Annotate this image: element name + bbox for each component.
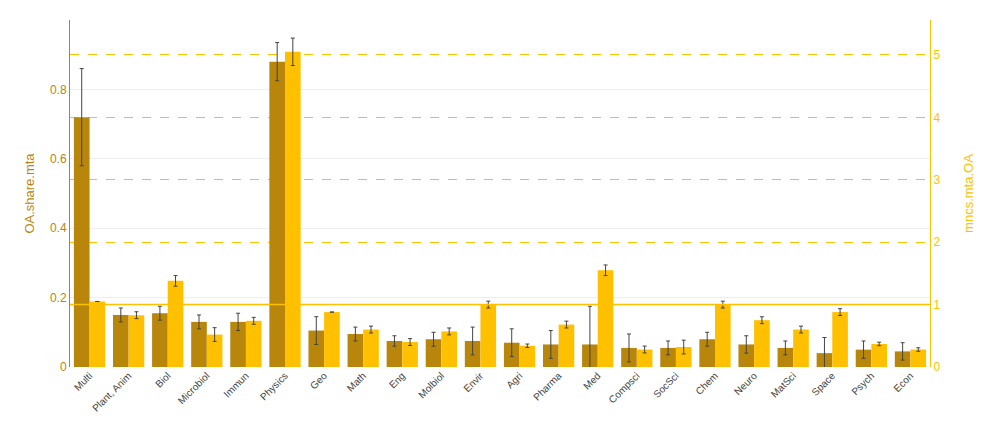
svg-text:2: 2 xyxy=(933,235,940,249)
svg-text:Plant, Anim: Plant, Anim xyxy=(90,370,134,414)
svg-text:3: 3 xyxy=(933,173,940,187)
svg-text:0.2: 0.2 xyxy=(50,291,67,305)
svg-text:Microbiol: Microbiol xyxy=(176,370,212,406)
svg-text:mncs.mta.OA: mncs.mta.OA xyxy=(961,154,976,233)
svg-text:Molbiol: Molbiol xyxy=(416,370,446,400)
svg-text:Neuro: Neuro xyxy=(732,370,759,397)
svg-text:0: 0 xyxy=(933,360,940,374)
svg-text:Multi: Multi xyxy=(72,370,95,393)
svg-text:4: 4 xyxy=(933,111,940,125)
svg-text:Geo: Geo xyxy=(308,370,329,391)
svg-text:0.6: 0.6 xyxy=(50,152,67,166)
svg-text:Chem: Chem xyxy=(693,370,720,397)
svg-text:0.8: 0.8 xyxy=(50,83,67,97)
svg-text:Psych: Psych xyxy=(849,370,876,397)
svg-text:OA.share.mta: OA.share.mta xyxy=(22,153,37,234)
svg-text:Math: Math xyxy=(345,370,369,394)
svg-text:Space: Space xyxy=(809,370,837,398)
svg-text:Eng: Eng xyxy=(387,370,407,390)
svg-text:Agri: Agri xyxy=(504,370,524,390)
svg-text:Pharma: Pharma xyxy=(531,370,564,403)
svg-text:Biol: Biol xyxy=(153,370,173,390)
svg-text:Med: Med xyxy=(581,370,603,392)
svg-text:Immun: Immun xyxy=(221,370,250,399)
svg-text:MatSci: MatSci xyxy=(769,370,798,399)
svg-text:SocSci: SocSci xyxy=(651,370,681,400)
svg-text:Physics: Physics xyxy=(258,370,290,402)
svg-text:Econ: Econ xyxy=(892,370,916,394)
svg-text:0.4: 0.4 xyxy=(50,221,67,235)
svg-text:Envir: Envir xyxy=(462,370,486,394)
svg-text:0: 0 xyxy=(60,360,67,374)
svg-text:Compsci: Compsci xyxy=(606,370,641,405)
svg-text:5: 5 xyxy=(933,48,940,62)
svg-text:1: 1 xyxy=(933,298,940,312)
